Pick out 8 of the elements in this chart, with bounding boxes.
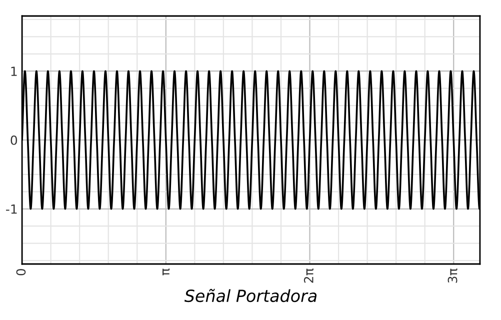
y-tick-label: 1 <box>11 66 17 76</box>
x-tick-label: π <box>162 268 170 276</box>
x-tick-label: 0 <box>16 268 26 276</box>
y-tick-label: -1 <box>6 204 17 214</box>
x-tick-label: 3π <box>448 268 458 283</box>
x-tick-label: 2π <box>304 268 314 283</box>
y-tick-label: 0 <box>10 135 18 145</box>
x-axis-title: Señal Portadora <box>184 288 317 302</box>
